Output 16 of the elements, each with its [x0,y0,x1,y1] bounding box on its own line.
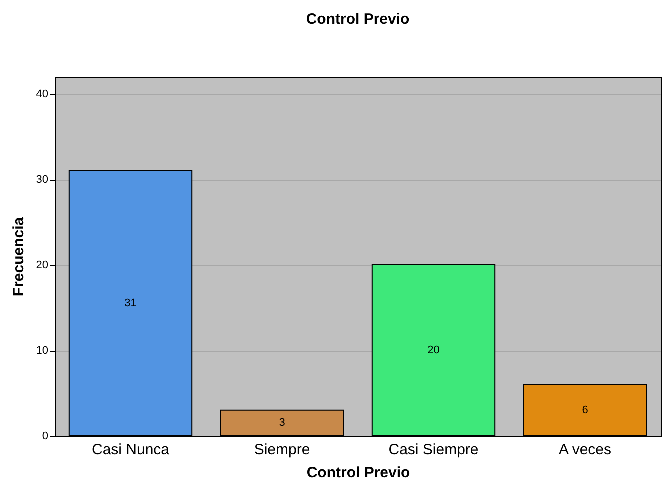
y-tick-label: 40 [36,88,48,101]
x-tick-label: Siempre [254,442,310,458]
x-tick-label: A veces [558,442,612,458]
data-label: 3 [279,417,286,430]
data-label: 31 [124,298,137,310]
chart-title: Control Previo [306,11,410,28]
x-tick-label: Casi Siempre [388,442,479,458]
data-label: 20 [428,344,440,357]
y-tick-label: 30 [36,174,48,186]
y-axis-title: Frecuencia [10,216,28,297]
x-axis-title: Control Previo [306,464,410,482]
y-tick-label: 0 [42,430,48,442]
y-tick-label: 20 [36,260,48,272]
y-tick-label: 10 [36,345,48,358]
data-label: 6 [582,404,588,416]
x-tick-label: Casi Nunca [92,442,170,458]
